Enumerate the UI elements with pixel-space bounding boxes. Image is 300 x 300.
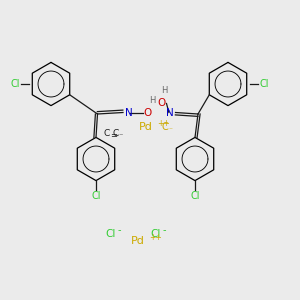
Text: Cl: Cl [91,191,101,201]
Text: Cl: Cl [106,229,116,239]
Text: C: C [162,122,169,133]
Text: Cl: Cl [260,79,269,89]
Text: N: N [124,107,132,118]
Text: O: O [144,107,152,118]
Text: C: C [112,129,118,138]
Text: ⁻: ⁻ [118,131,123,140]
Text: Pd: Pd [131,236,145,247]
Text: -: - [118,225,121,235]
Text: Pd: Pd [139,122,152,133]
Text: ++: ++ [149,233,162,242]
Text: N: N [166,107,174,118]
Text: =: = [110,131,117,140]
Text: Cl: Cl [10,79,20,89]
Text: ⁻: ⁻ [168,125,172,134]
Text: Cl: Cl [151,229,161,239]
Text: ++: ++ [157,119,170,128]
Text: H: H [149,96,155,105]
Text: O: O [157,98,165,109]
Text: H: H [161,86,167,95]
Text: Cl: Cl [190,191,200,201]
Text: -: - [163,225,166,235]
Text: C: C [103,129,109,138]
